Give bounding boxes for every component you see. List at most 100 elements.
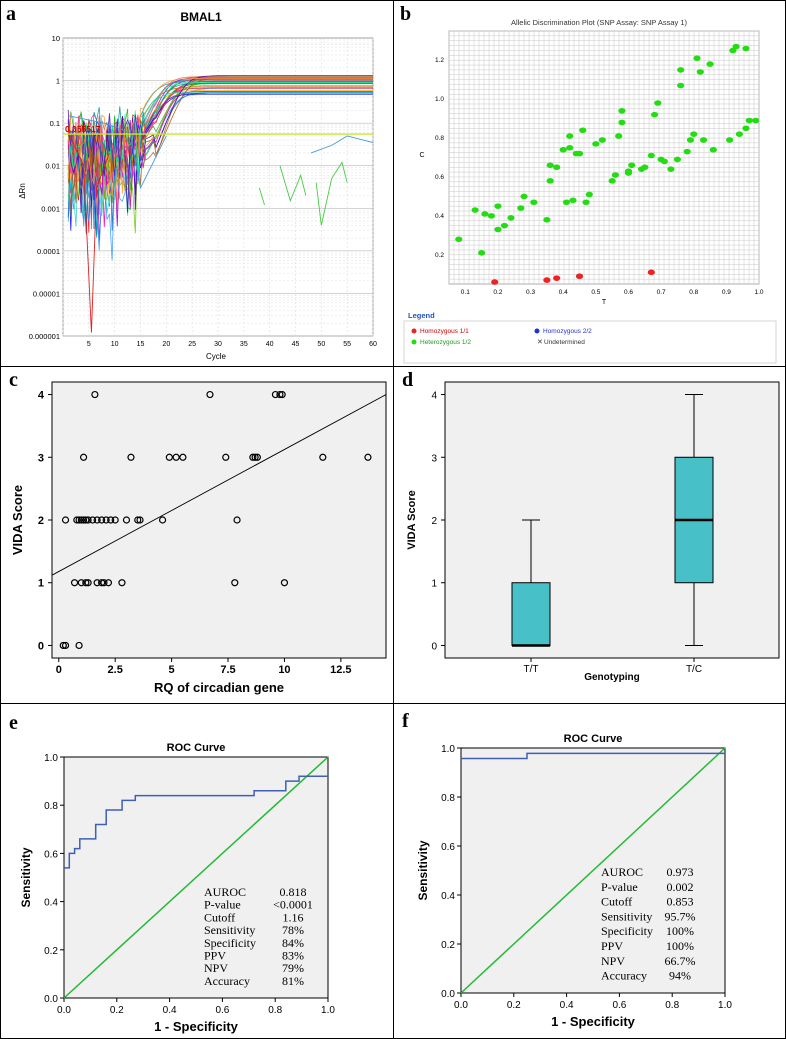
data-point (253, 453, 261, 461)
x-tick-label: 0.0 (57, 1005, 71, 1016)
amplification-curve (67, 77, 373, 197)
reference-line (460, 747, 726, 994)
heterozygous-point (726, 137, 734, 143)
y-tick-label: 0.000001 (29, 332, 60, 341)
data-point (136, 516, 144, 524)
homozygous-1-1-point (491, 279, 499, 285)
data-point (102, 516, 110, 524)
stat-value: 78% (282, 923, 304, 937)
x-axis-label: 1 - Specificity (154, 1019, 239, 1034)
panel-letter: b (400, 3, 412, 25)
data-point (100, 579, 108, 587)
x-tick-label: 10 (278, 664, 290, 676)
stat-label: PPV (204, 949, 226, 963)
heterozygous-point (654, 100, 662, 106)
heterozygous-point (608, 178, 616, 184)
stat-value: 79% (282, 961, 304, 975)
data-point (271, 390, 280, 399)
heterozygous-point (686, 137, 695, 143)
y-tick-label: 1 (431, 579, 437, 590)
x-tick-label: 1.0 (754, 289, 763, 296)
y-tick-label: 0.8 (435, 135, 444, 142)
heterozygous-point (699, 137, 708, 143)
chart-title: BMAL1 (180, 10, 222, 24)
x-axis-label: RQ of circadian gene (154, 680, 284, 695)
y-tick-label: 0.0 (441, 989, 455, 1000)
x-tick-label: 0.8 (689, 289, 698, 296)
heterozygous-point (575, 150, 584, 157)
threshold-label: 0.055517 (65, 124, 101, 134)
y-tick-label: 0.001 (41, 204, 60, 213)
x-tick-label: 55 (343, 341, 351, 348)
heterozygous-point (696, 69, 704, 75)
stat-value: 100% (666, 924, 694, 938)
stat-value: 83% (282, 949, 304, 963)
y-tick-label: 0.2 (441, 940, 455, 951)
y-axis-label: VIDA Score (10, 485, 25, 555)
x-tick-label: 0.2 (110, 1005, 124, 1016)
y-tick-label: 0.8 (441, 793, 455, 804)
data-point (276, 390, 284, 399)
heterozygous-point (618, 107, 626, 114)
heterozygous-point (683, 148, 691, 155)
stat-value: <0.0001 (273, 898, 313, 912)
x-tick-label: 20 (162, 341, 170, 348)
legend-item: Undetermined (544, 339, 585, 346)
x-tick-label: 0 (56, 664, 62, 676)
heterozygous-point (677, 82, 685, 89)
x-tick-label: 0.2 (493, 289, 502, 296)
stat-label: Sensitivity (204, 923, 255, 937)
heterozygous-point (732, 43, 740, 50)
panel-letter: c (9, 369, 18, 391)
data-point (59, 641, 67, 650)
stat-label: Cutoff (601, 895, 632, 909)
legend-marker (411, 339, 417, 345)
amplification-curve (67, 91, 373, 227)
data-point (118, 579, 126, 587)
homozygous-1-1-point (575, 273, 584, 280)
y-tick-label: 0.1 (50, 119, 60, 128)
y-tick-label: 1 (38, 578, 44, 590)
roc-curve-plot: ROC Curve0.00.00.20.20.40.40.60.60.80.81… (19, 742, 335, 1034)
x-tick-label: 0.0 (454, 1000, 468, 1011)
x-tick-label: 0.6 (612, 1000, 626, 1011)
x-tick-label: 0.6 (624, 289, 633, 296)
heterozygous-point (641, 164, 649, 171)
x-tick-label: 12.5 (330, 664, 351, 676)
panel-letter: f (402, 710, 409, 732)
heterozygous-point (673, 156, 682, 163)
data-point (206, 390, 214, 399)
stat-value: 100% (666, 939, 694, 953)
x-tick-label: 45 (292, 341, 300, 348)
data-point (222, 453, 230, 461)
data-point (280, 579, 289, 587)
heterozygous-point (585, 191, 593, 198)
y-tick-label: 1.0 (435, 96, 444, 103)
heterozygous-point (553, 164, 561, 171)
x-tick-label: 0.8 (268, 1005, 282, 1016)
stat-label: NPV (601, 954, 625, 968)
heterozygous-point (455, 236, 463, 243)
stat-value: 0.853 (667, 895, 694, 909)
amplification-plot: BMAL1 10 1 0.1 0.01 0.001 0.0001 0.00001 0.00000… (18, 10, 377, 361)
y-axis-label: Sensitivity (416, 840, 430, 900)
data-point (231, 579, 239, 587)
y-tick-label: 3 (431, 453, 437, 464)
y-tick-label: 1.0 (441, 744, 455, 755)
data-point (82, 516, 90, 524)
y-tick-label: 0 (431, 641, 437, 652)
stat-label: P-value (601, 880, 638, 894)
y-tick-label: 0.4 (44, 898, 58, 909)
stat-label: Accuracy (204, 974, 250, 988)
heterozygous-point (566, 133, 574, 139)
x-tick-label: T/C (686, 664, 702, 675)
heterozygous-point (507, 215, 515, 221)
x-tick-label: 7.5 (220, 664, 235, 676)
stat-value: 0.002 (667, 880, 694, 894)
x-tick-label: 2.5 (108, 664, 123, 676)
data-point (233, 516, 241, 524)
data-point (70, 579, 79, 587)
heterozygous-point (517, 205, 525, 211)
y-axis-label: C (419, 152, 424, 159)
data-point (91, 390, 99, 399)
